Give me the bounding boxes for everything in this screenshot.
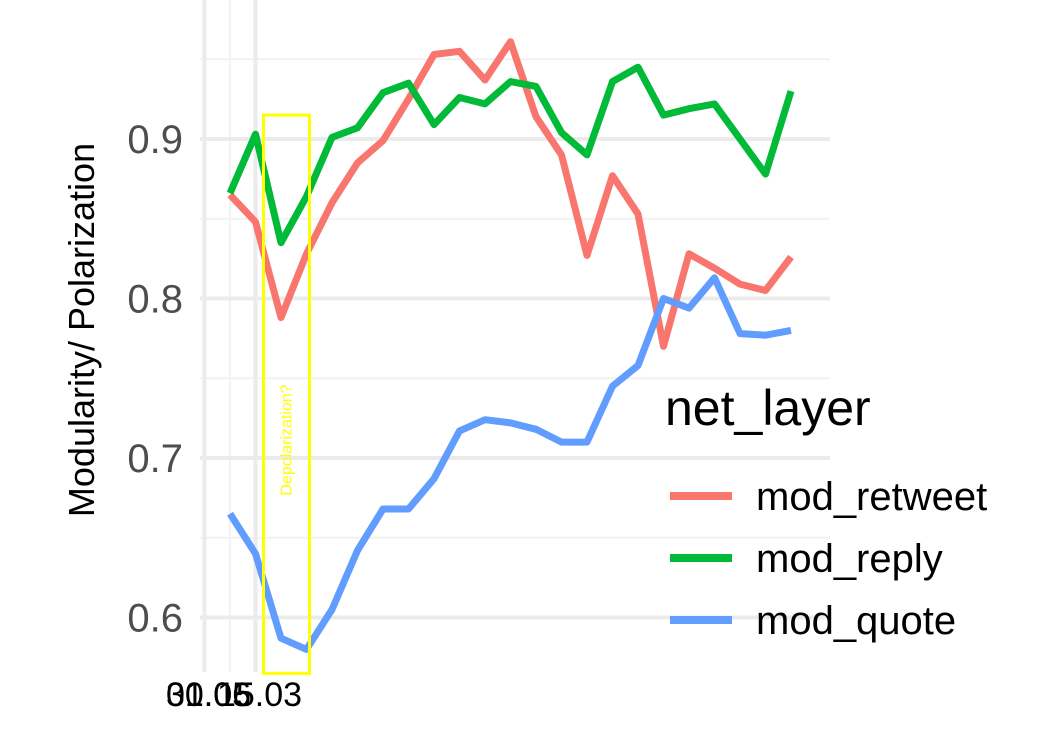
x-tick-label: 15.03 bbox=[217, 676, 302, 714]
legend-items: mod_retweet mod_reply mod_quote bbox=[670, 475, 987, 643]
x-tick-label: 30.06 bbox=[166, 676, 251, 714]
y-tick-label: 0.6 bbox=[127, 597, 183, 641]
line-mod-reply bbox=[226, 63, 795, 247]
annotation-box bbox=[262, 113, 311, 675]
depolarization-annotation: Depolarization? bbox=[262, 113, 311, 675]
line-mod-quote bbox=[227, 274, 792, 653]
legend-title: net_layer bbox=[665, 380, 871, 436]
y-tick-label: 0.7 bbox=[127, 437, 183, 481]
x-tick-label: 01.05 bbox=[166, 676, 251, 714]
legend-label-mod-quote: mod_quote bbox=[756, 599, 956, 643]
y-tick-label: 0.9 bbox=[127, 118, 183, 162]
y-axis-title: Modularity/ Polarization bbox=[61, 143, 102, 517]
y-tick-label: 0.8 bbox=[127, 278, 183, 322]
annotation-label: Depolarization? bbox=[279, 384, 296, 495]
line-mod-retweet bbox=[227, 38, 794, 350]
legend-label-mod-reply: mod_reply bbox=[756, 537, 943, 581]
series-lines bbox=[226, 38, 795, 653]
legend-label-mod-retweet: mod_retweet bbox=[756, 475, 987, 519]
legend: net_layer mod_retweet mod_reply mod_quote bbox=[665, 380, 987, 643]
y-axis-ticks: 0.6 0.7 0.8 0.9 bbox=[127, 118, 183, 641]
